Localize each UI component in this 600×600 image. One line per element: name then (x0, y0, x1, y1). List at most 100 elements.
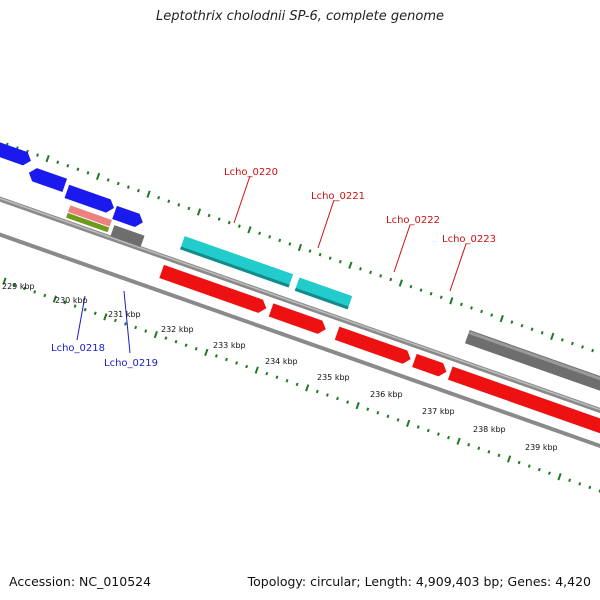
gene-red-long[interactable] (447, 366, 600, 436)
inner-tick-mark (447, 435, 450, 440)
inner-tick-mark (497, 453, 501, 458)
outer-tick-mark (187, 206, 191, 211)
inner-tick-mark (153, 330, 158, 339)
label-lcho-0218: Lcho_0218 (51, 343, 105, 354)
outer-tick-ring (5, 142, 595, 353)
outer-tick-mark (36, 153, 39, 157)
inner-tick-mark (568, 478, 572, 483)
outer-tick-mark (177, 203, 181, 207)
inner-tick-mark (33, 290, 37, 294)
scale-label: 239 kbp (525, 443, 558, 452)
inner-tick-mark (386, 414, 390, 419)
gene-lcho-0221[interactable] (294, 277, 353, 310)
inner-tick-mark (63, 300, 67, 305)
inner-tick-mark (315, 389, 319, 394)
map-title: Leptothrix cholodnii SP-6, complete geno… (156, 9, 444, 24)
inner-tick-mark (164, 336, 168, 340)
inner-tick-mark (174, 339, 178, 344)
outer-tick-mark (570, 341, 574, 346)
gene-blue-4[interactable] (112, 205, 145, 229)
gene-lcho-0222-red[interactable] (334, 326, 413, 366)
gene-olive-lcho-0218[interactable] (66, 212, 110, 233)
label-lcho-0222: Lcho_0222 (386, 215, 440, 226)
leader-lcho-0221 (317, 199, 335, 249)
outer-tick-mark (449, 297, 454, 305)
inner-tick-mark (325, 393, 329, 397)
inner-tick-mark (114, 318, 117, 323)
outer-tick-mark (369, 270, 373, 275)
outer-tick-mark (480, 309, 484, 314)
outer-tick-mark (45, 155, 50, 163)
outer-tick-mark (297, 243, 303, 252)
outer-tick-mark (379, 274, 383, 278)
inner-tick-mark (456, 437, 461, 445)
inner-tick-mark (578, 482, 582, 486)
inner-tick-mark (295, 382, 299, 387)
inner-tick-mark (124, 322, 127, 326)
scale-label: 234 kbp (265, 357, 298, 366)
inner-tick-mark (214, 354, 218, 358)
scale-label: 237 kbp (422, 407, 455, 416)
gene-lcho-0221-shade (294, 287, 349, 310)
gene-gray-lcho-0219[interactable] (110, 225, 145, 248)
outer-tick-mark (268, 235, 272, 239)
gene-pink-lcho-0218[interactable] (68, 205, 112, 227)
inner-tick-mark (346, 400, 350, 404)
outer-tick-mark (560, 338, 564, 342)
gene-gray-outer[interactable] (464, 330, 600, 397)
inner-tick-mark (467, 443, 471, 447)
outer-tick-mark (258, 231, 262, 236)
gene-blue-3-lcho-0218[interactable] (64, 184, 117, 215)
label-lcho-0223: Lcho_0223 (442, 234, 496, 245)
outer-tick-mark (146, 190, 151, 198)
inner-tick-mark (588, 485, 592, 490)
outer-tick-mark (308, 249, 312, 253)
outer-tick-mark (398, 279, 403, 287)
outer-tick-mark (348, 261, 353, 269)
genome-backbone-inner (0, 167, 600, 504)
inner-tick-mark (13, 283, 16, 287)
outer-tick-mark (550, 332, 555, 340)
outer-tick-mark (540, 331, 544, 335)
inner-tick-mark (406, 419, 411, 428)
inner-tick-mark (527, 464, 531, 468)
inner-tick-mark (23, 286, 27, 291)
outer-tick-mark (459, 302, 463, 307)
gene-lcho-0220[interactable] (180, 236, 294, 288)
inner-tick-mark (426, 428, 430, 433)
outer-tick-mark (227, 220, 231, 225)
outer-tick-mark (520, 323, 524, 328)
genome-backbone-highlight (0, 136, 600, 471)
outer-tick-mark (86, 171, 90, 175)
outer-tick-mark (217, 217, 221, 221)
outer-tick-mark (328, 256, 332, 260)
inner-tick-mark (537, 467, 541, 472)
genome-summary-text: Topology: circular; Length: 4,909,403 bp… (247, 574, 591, 589)
outer-tick-mark (137, 188, 140, 193)
leader-lcho-0220 (233, 175, 251, 224)
outer-tick-mark (167, 199, 171, 204)
scale-label: 230 kbp (55, 296, 88, 305)
inner-tick-mark (436, 432, 440, 436)
gene-blue-1[interactable] (0, 137, 33, 168)
outer-tick-mark (429, 291, 433, 296)
outer-tick-mark (106, 178, 110, 182)
inner-tick-mark (194, 347, 198, 351)
inner-tick-mark (557, 473, 562, 481)
gene-lcho-0221-red[interactable] (268, 303, 328, 335)
inner-tick-mark (204, 348, 209, 356)
gene-blue-2[interactable] (27, 166, 68, 192)
outer-tick-mark (530, 327, 534, 331)
outer-tick-mark (338, 259, 342, 264)
inner-tick-mark (285, 379, 289, 383)
gene-lcho-0223-red[interactable] (412, 353, 449, 378)
outer-tick-mark (581, 345, 584, 349)
inner-tick-mark (376, 411, 380, 415)
leader-lcho-0218 (76, 295, 86, 341)
gene-lcho-0220-red[interactable] (159, 264, 268, 315)
inner-tick-mark (506, 455, 512, 463)
scale-label: 233 kbp (213, 341, 246, 350)
outer-tick-mark (196, 208, 202, 216)
